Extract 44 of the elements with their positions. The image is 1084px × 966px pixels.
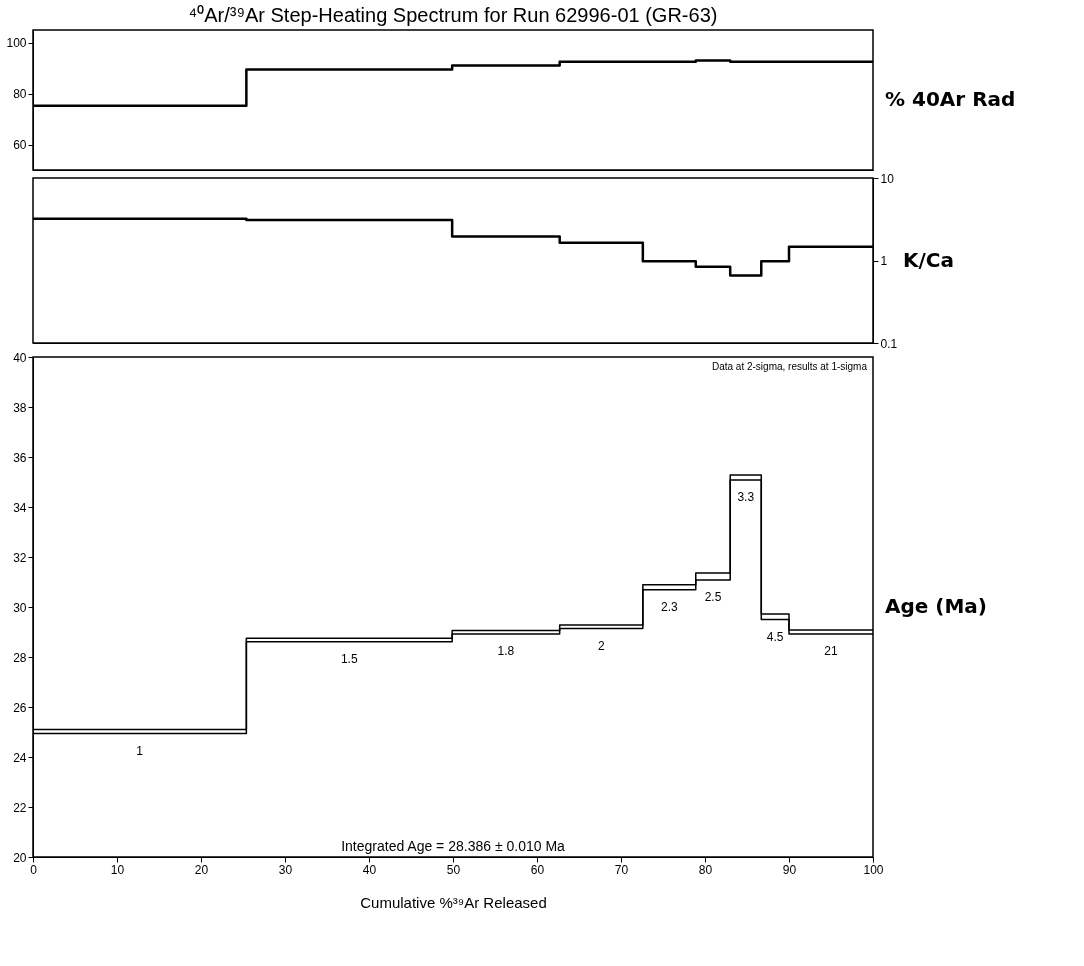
x-axis-title: Cumulative %³⁹Ar Released <box>360 893 547 911</box>
x-tick-label: 100 <box>863 862 884 877</box>
y2-tick-label: 10 <box>880 171 895 186</box>
y2-tick-label: 0.1 <box>880 336 898 351</box>
y-tick-label: 100 <box>6 36 27 51</box>
y2-tick-label: 1 <box>880 254 888 268</box>
y-tick-label: 60 <box>13 138 27 153</box>
x-tick-label: 10 <box>110 862 125 877</box>
y-tick-label: 24 <box>13 750 27 765</box>
annotation: 1 <box>136 743 144 758</box>
y-tick-label: 34 <box>13 500 27 515</box>
y-tick-label: 22 <box>13 800 27 815</box>
annotation: Data at 2-sigma, results at 1-sigma <box>711 361 868 372</box>
y2-axis-title: K/Ca <box>903 247 954 272</box>
y-tick-label: 26 <box>13 700 27 715</box>
x-tick-label: 0 <box>30 862 38 877</box>
x-tick-label: 90 <box>782 862 797 877</box>
annotation: 2.3 <box>660 599 678 614</box>
y-tick-label: 36 <box>13 450 27 465</box>
x-tick-label: 60 <box>530 862 545 877</box>
chart-title: ⁴⁰Ar/³⁹Ar Step-Heating Spectrum for Run 62996-01 (GR-63) <box>188 4 718 26</box>
annotation: 21 <box>824 644 838 658</box>
y-tick-label: 30 <box>13 600 27 615</box>
y-tick-label: 32 <box>13 550 27 565</box>
y-tick-label: 28 <box>13 650 27 665</box>
y-tick-label: 38 <box>13 400 27 415</box>
x-tick-label: 70 <box>614 862 629 877</box>
annotation: 4.5 <box>766 629 784 644</box>
annotation: 1.8 <box>497 644 515 658</box>
x-tick-label: 30 <box>278 862 293 877</box>
annotation: 3.3 <box>737 490 755 504</box>
x-tick-label: 50 <box>446 862 461 877</box>
x-tick-label: 80 <box>698 862 713 877</box>
y-tick-label: 40 <box>13 350 27 365</box>
x-tick-label: 40 <box>362 862 377 877</box>
y-axis-title: % 40Ar Rad <box>885 87 1016 111</box>
x-tick-label: 20 <box>194 862 209 877</box>
y-tick-label: 80 <box>13 87 27 102</box>
y-axis-title: Age (Ma) <box>885 594 988 618</box>
annotation: Integrated Age = 28.386 ± 0.010 Ma <box>341 838 566 854</box>
annotation: 2 <box>597 638 605 653</box>
annotation: 2.5 <box>704 590 722 604</box>
y-tick-label: 20 <box>13 850 27 865</box>
annotation: 1.5 <box>340 651 358 666</box>
